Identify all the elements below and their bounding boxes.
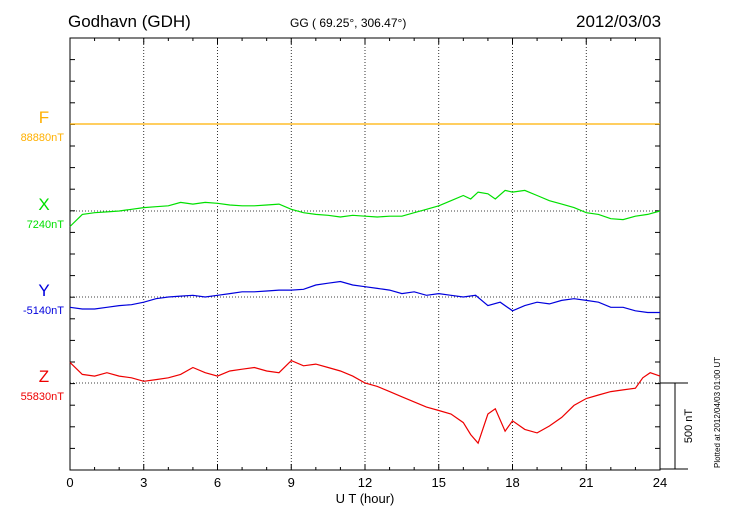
x-axis-label: U T (hour) [336,491,395,506]
x-tick-label: 6 [214,475,221,490]
x-tick-label: 15 [432,475,446,490]
x-tick-label: 21 [579,475,593,490]
baseline-value-z: 55830nT [21,391,65,403]
series-name-x: X [38,195,49,214]
x-tick-label: 3 [140,475,147,490]
baseline-value-x: 7240nT [27,219,65,231]
label-layer: 0 3 6 9 12 15 18 21 24 U T (hour) F 88880nT X 7240nT Y… [21,108,668,506]
series-name-f: F [39,108,49,127]
x-tick-label: 0 [66,475,73,490]
series-name-z: Z [39,367,49,386]
series-name-y: Y [38,281,49,300]
scale-bar: 500 nT [660,382,695,470]
scale-bar-label: 500 nT [683,409,695,444]
x-tick-label: 9 [288,475,295,490]
x-tick-label: 12 [358,475,372,490]
trace-x [69,189,661,227]
x-tick-label: 24 [653,475,667,490]
grid-layer [70,38,660,470]
x-tick-label: 18 [505,475,519,490]
station-coordinates: GG ( 69.25°, 306.47°) [290,16,407,30]
station-title: Godhavn (GDH) [68,12,191,31]
trace-y [69,280,660,314]
baseline-value-y: -5140nT [23,305,64,317]
trace-z [69,359,661,445]
chart-date: 2012/03/03 [576,12,662,31]
traces-layer [69,123,661,445]
baseline-value-f: 88880nT [21,132,65,144]
